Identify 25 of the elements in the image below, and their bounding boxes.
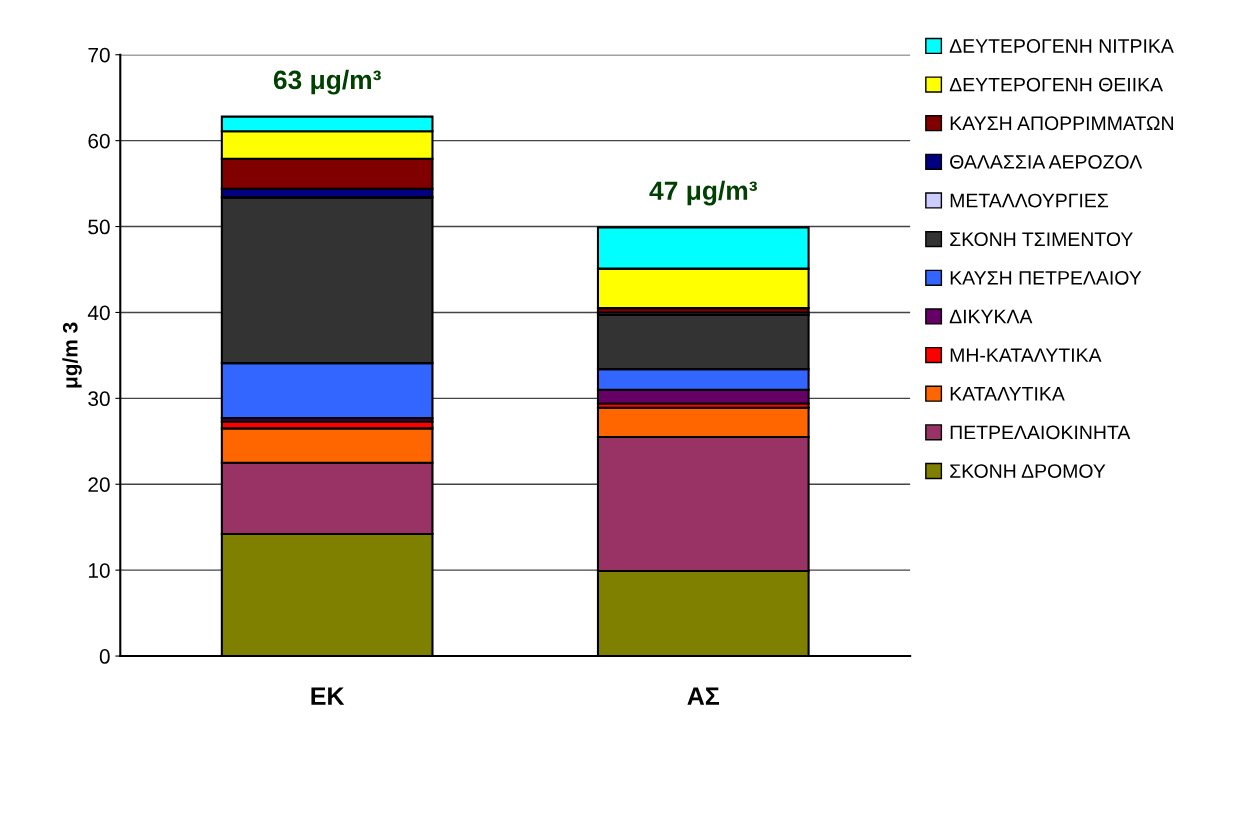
- y-tick-label: 0: [99, 649, 110, 664]
- y-tick-label: 30: [88, 391, 110, 407]
- legend-label: ΘΑΛΑΣΣΙΑ ΑΕΡΟΖΟΛ: [950, 155, 1143, 169]
- y-tick-label: 60: [88, 133, 110, 149]
- y-tick-label: 40: [87, 305, 110, 321]
- y-axis-title: μg/m 3: [62, 322, 82, 388]
- y-tick-label: 20: [88, 477, 110, 492]
- x-tick-label: ΑΣ: [687, 687, 720, 705]
- legend-label: ΔΙΚΥΚΛΑ: [949, 309, 1033, 324]
- x-tick-label: ΕΚ: [311, 687, 345, 705]
- legend-label: ΠΕΤΡΕΛΑΙΟΚΙΝΗΤΑ: [950, 425, 1131, 440]
- legend-label: ΚΑΥΣΗ ΑΠΟΡΡΙΜΜΑΤΩΝ: [950, 116, 1173, 131]
- annotation: 47 μg/m³: [649, 180, 757, 206]
- y-tick-label: 10: [88, 563, 110, 578]
- legend-label: ΚΑΤΑΛΥΤΙΚΑ: [950, 387, 1065, 401]
- legend-label: ΜΕΤΑΛΛΟΥΡΓΙΕΣ: [950, 193, 1109, 208]
- legend-label: ΔΕΥΤΕΡΟΓΕΝΗ ΝΙΤΡΙΚΑ: [949, 39, 1174, 53]
- annotation: 63 μg/m³: [273, 69, 381, 95]
- legend-label: ΣΚΟΝΗ ΔΡΟΜΟΥ: [950, 464, 1106, 478]
- y-tick-label: 70: [88, 47, 110, 63]
- legend-label: ΜΗ-ΚΑΤΑΛΥΤΙΚΑ: [950, 348, 1102, 362]
- y-tick-label: 50: [88, 219, 110, 235]
- legend-label: ΔΕΥΤΕΡΟΓΕΝΗ ΘΕΙΙΚΑ: [949, 77, 1163, 92]
- legend-label: ΣΚΟΝΗ ΤΣΙΜΕΝΤΟΥ: [950, 232, 1133, 247]
- legend-label: ΚΑΥΣΗ ΠΕΤΡΕΛΑΙΟΥ: [950, 270, 1142, 285]
